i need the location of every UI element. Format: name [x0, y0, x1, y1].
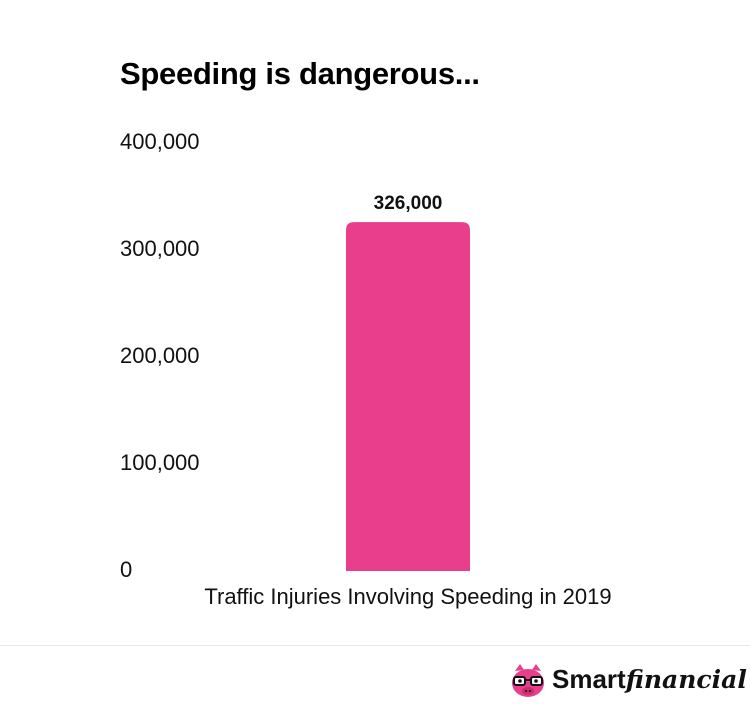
- y-tick-label: 400,000: [120, 129, 200, 154]
- brand-logo: Smartfinancial: [508, 660, 747, 704]
- y-tick-label: 200,000: [120, 343, 200, 368]
- brand-name-bold: Smart: [552, 664, 626, 694]
- y-tick-label: 300,000: [120, 236, 200, 261]
- brand-name: Smartfinancial: [552, 664, 747, 695]
- chart-title: Speeding is dangerous...: [120, 56, 480, 91]
- bar: [346, 222, 470, 571]
- y-tick-label: 0: [120, 557, 132, 582]
- y-tick-label: 100,000: [120, 450, 200, 475]
- bar-value-label: 326,000: [374, 193, 443, 214]
- x-category-label: Traffic Injuries Involving Speeding in 2…: [204, 584, 611, 609]
- bar-chart: 0 100,000 200,000 300,000 400,000 326,000 Traf…: [120, 129, 612, 609]
- footer-divider: [0, 645, 750, 646]
- pig-with-glasses-icon: [512, 664, 544, 697]
- brand-name-script: financial: [625, 665, 747, 694]
